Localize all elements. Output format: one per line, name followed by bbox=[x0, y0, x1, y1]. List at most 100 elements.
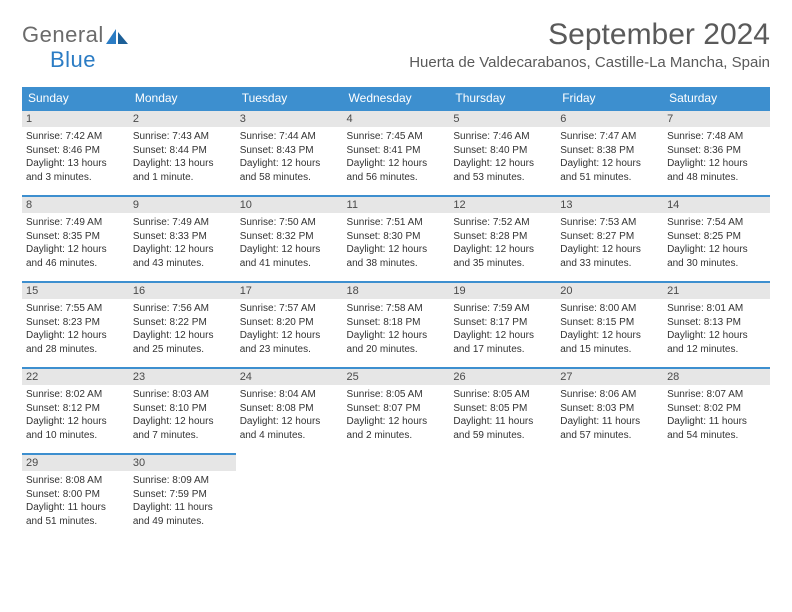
sunrise-line: Sunrise: 7:46 AM bbox=[453, 130, 552, 144]
day-data: Sunrise: 7:43 AMSunset: 8:44 PMDaylight:… bbox=[133, 130, 232, 184]
day-number: 11 bbox=[343, 197, 450, 213]
daylight-line: Daylight: 12 hours and 30 minutes. bbox=[667, 243, 766, 270]
calendar-cell: 27Sunrise: 8:06 AMSunset: 8:03 PMDayligh… bbox=[556, 368, 663, 454]
sunrise-line: Sunrise: 7:45 AM bbox=[347, 130, 446, 144]
calendar-cell: 25Sunrise: 8:05 AMSunset: 8:07 PMDayligh… bbox=[343, 368, 450, 454]
sunrise-line: Sunrise: 8:05 AM bbox=[453, 388, 552, 402]
calendar-row: 15Sunrise: 7:55 AMSunset: 8:23 PMDayligh… bbox=[22, 282, 770, 368]
logo-sail-icon bbox=[104, 27, 132, 49]
daylight-line: Daylight: 12 hours and 17 minutes. bbox=[453, 329, 552, 356]
daylight-line: Daylight: 12 hours and 20 minutes. bbox=[347, 329, 446, 356]
calendar-cell: 17Sunrise: 7:57 AMSunset: 8:20 PMDayligh… bbox=[236, 282, 343, 368]
sunrise-line: Sunrise: 7:57 AM bbox=[240, 302, 339, 316]
day-number: 25 bbox=[343, 369, 450, 385]
sunrise-line: Sunrise: 7:44 AM bbox=[240, 130, 339, 144]
day-number: 22 bbox=[22, 369, 129, 385]
sunrise-line: Sunrise: 7:50 AM bbox=[240, 216, 339, 230]
day-number: 7 bbox=[663, 111, 770, 127]
day-number: 14 bbox=[663, 197, 770, 213]
weekday-header: Tuesday bbox=[236, 87, 343, 110]
calendar-cell: 26Sunrise: 8:05 AMSunset: 8:05 PMDayligh… bbox=[449, 368, 556, 454]
weekday-header: Wednesday bbox=[343, 87, 450, 110]
day-number: 26 bbox=[449, 369, 556, 385]
sunset-line: Sunset: 8:15 PM bbox=[560, 316, 659, 330]
daylight-line: Daylight: 13 hours and 1 minute. bbox=[133, 157, 232, 184]
day-data: Sunrise: 8:08 AMSunset: 8:00 PMDaylight:… bbox=[26, 474, 125, 528]
sunset-line: Sunset: 8:35 PM bbox=[26, 230, 125, 244]
daylight-line: Daylight: 12 hours and 7 minutes. bbox=[133, 415, 232, 442]
day-data: Sunrise: 7:52 AMSunset: 8:28 PMDaylight:… bbox=[453, 216, 552, 270]
calendar-cell: 20Sunrise: 8:00 AMSunset: 8:15 PMDayligh… bbox=[556, 282, 663, 368]
calendar-cell bbox=[236, 454, 343, 540]
day-number: 13 bbox=[556, 197, 663, 213]
daylight-line: Daylight: 12 hours and 35 minutes. bbox=[453, 243, 552, 270]
day-data: Sunrise: 8:07 AMSunset: 8:02 PMDaylight:… bbox=[667, 388, 766, 442]
sunset-line: Sunset: 7:59 PM bbox=[133, 488, 232, 502]
day-data: Sunrise: 7:45 AMSunset: 8:41 PMDaylight:… bbox=[347, 130, 446, 184]
day-data: Sunrise: 8:04 AMSunset: 8:08 PMDaylight:… bbox=[240, 388, 339, 442]
weekday-header: Monday bbox=[129, 87, 236, 110]
daylight-line: Daylight: 12 hours and 15 minutes. bbox=[560, 329, 659, 356]
sunrise-line: Sunrise: 7:53 AM bbox=[560, 216, 659, 230]
sunset-line: Sunset: 8:33 PM bbox=[133, 230, 232, 244]
sunset-line: Sunset: 8:28 PM bbox=[453, 230, 552, 244]
day-data: Sunrise: 8:00 AMSunset: 8:15 PMDaylight:… bbox=[560, 302, 659, 356]
calendar-table: Sunday Monday Tuesday Wednesday Thursday… bbox=[22, 87, 770, 540]
calendar-cell bbox=[343, 454, 450, 540]
calendar-cell: 5Sunrise: 7:46 AMSunset: 8:40 PMDaylight… bbox=[449, 110, 556, 196]
daylight-line: Daylight: 12 hours and 41 minutes. bbox=[240, 243, 339, 270]
day-number: 23 bbox=[129, 369, 236, 385]
calendar-row: 1Sunrise: 7:42 AMSunset: 8:46 PMDaylight… bbox=[22, 110, 770, 196]
daylight-line: Daylight: 11 hours and 54 minutes. bbox=[667, 415, 766, 442]
daylight-line: Daylight: 11 hours and 57 minutes. bbox=[560, 415, 659, 442]
weekday-header: Thursday bbox=[449, 87, 556, 110]
sunrise-line: Sunrise: 8:09 AM bbox=[133, 474, 232, 488]
weekday-header: Sunday bbox=[22, 87, 129, 110]
sunrise-line: Sunrise: 8:06 AM bbox=[560, 388, 659, 402]
day-data: Sunrise: 8:03 AMSunset: 8:10 PMDaylight:… bbox=[133, 388, 232, 442]
sunset-line: Sunset: 8:23 PM bbox=[26, 316, 125, 330]
calendar-cell: 21Sunrise: 8:01 AMSunset: 8:13 PMDayligh… bbox=[663, 282, 770, 368]
sunset-line: Sunset: 8:43 PM bbox=[240, 144, 339, 158]
calendar-cell: 9Sunrise: 7:49 AMSunset: 8:33 PMDaylight… bbox=[129, 196, 236, 282]
sunset-line: Sunset: 8:10 PM bbox=[133, 402, 232, 416]
sunset-line: Sunset: 8:46 PM bbox=[26, 144, 125, 158]
calendar-cell: 14 Sunrise: 7:54 AMSunset: 8:25 PMDayligh… bbox=[663, 196, 770, 282]
sunrise-line: Sunrise: 7:49 AM bbox=[26, 216, 125, 230]
day-data: Sunrise: 7:54 AMSunset: 8:25 PMDaylight:… bbox=[667, 216, 766, 270]
sunset-line: Sunset: 8:27 PM bbox=[560, 230, 659, 244]
daylight-line: Daylight: 12 hours and 2 minutes. bbox=[347, 415, 446, 442]
calendar-cell: 10Sunrise: 7:50 AMSunset: 8:32 PMDayligh… bbox=[236, 196, 343, 282]
daylight-line: Daylight: 13 hours and 3 minutes. bbox=[26, 157, 125, 184]
day-number: 21 bbox=[663, 283, 770, 299]
sunrise-line: Sunrise: 7:54 AM bbox=[667, 216, 766, 230]
sunrise-line: Sunrise: 7:43 AM bbox=[133, 130, 232, 144]
weekday-header-row: Sunday Monday Tuesday Wednesday Thursday… bbox=[22, 87, 770, 110]
day-data: Sunrise: 7:50 AMSunset: 8:32 PMDaylight:… bbox=[240, 216, 339, 270]
calendar-cell: 6Sunrise: 7:47 AMSunset: 8:38 PMDaylight… bbox=[556, 110, 663, 196]
day-data: Sunrise: 7:46 AMSunset: 8:40 PMDaylight:… bbox=[453, 130, 552, 184]
sunrise-line: Sunrise: 7:58 AM bbox=[347, 302, 446, 316]
sunset-line: Sunset: 8:40 PM bbox=[453, 144, 552, 158]
calendar-cell: 24Sunrise: 8:04 AMSunset: 8:08 PMDayligh… bbox=[236, 368, 343, 454]
sunrise-line: Sunrise: 7:51 AM bbox=[347, 216, 446, 230]
sunrise-line: Sunrise: 8:07 AM bbox=[667, 388, 766, 402]
day-data: Sunrise: 8:06 AMSunset: 8:03 PMDaylight:… bbox=[560, 388, 659, 442]
calendar-row: 8Sunrise: 7:49 AMSunset: 8:35 PMDaylight… bbox=[22, 196, 770, 282]
calendar-cell: 18Sunrise: 7:58 AMSunset: 8:18 PMDayligh… bbox=[343, 282, 450, 368]
sunset-line: Sunset: 8:12 PM bbox=[26, 402, 125, 416]
sunset-line: Sunset: 8:25 PM bbox=[667, 230, 766, 244]
daylight-line: Daylight: 12 hours and 56 minutes. bbox=[347, 157, 446, 184]
day-number: 29 bbox=[22, 455, 129, 471]
calendar-cell: 1Sunrise: 7:42 AMSunset: 8:46 PMDaylight… bbox=[22, 110, 129, 196]
daylight-line: Daylight: 12 hours and 25 minutes. bbox=[133, 329, 232, 356]
month-title: September 2024 bbox=[409, 18, 770, 52]
sunrise-line: Sunrise: 7:56 AM bbox=[133, 302, 232, 316]
daylight-line: Daylight: 11 hours and 49 minutes. bbox=[133, 501, 232, 528]
sunrise-line: Sunrise: 8:00 AM bbox=[560, 302, 659, 316]
header: GeneralBlue September 2024 Huerta de Val… bbox=[22, 18, 770, 71]
weekday-header: Saturday bbox=[663, 87, 770, 110]
sunrise-line: Sunrise: 7:52 AM bbox=[453, 216, 552, 230]
sunrise-line: Sunrise: 7:47 AM bbox=[560, 130, 659, 144]
day-data: Sunrise: 7:55 AMSunset: 8:23 PMDaylight:… bbox=[26, 302, 125, 356]
